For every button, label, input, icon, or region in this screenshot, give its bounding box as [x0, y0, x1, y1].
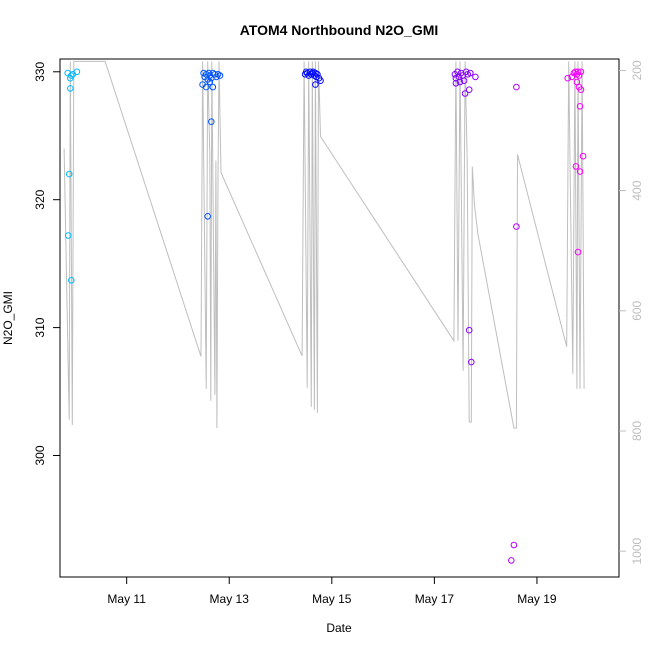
x-axis-label: Date — [326, 621, 352, 635]
data-point — [564, 74, 572, 82]
right-axis: 200 400 600 800 1000 — [619, 60, 644, 565]
data-points — [64, 68, 587, 564]
data-point — [510, 541, 518, 549]
plot-frame — [59, 58, 620, 578]
data-point — [467, 69, 474, 77]
data-point — [472, 73, 479, 81]
data-point — [68, 72, 75, 79]
data-point — [574, 248, 582, 256]
data-point — [317, 77, 324, 84]
y-axis: 300 310 320 330 — [33, 61, 60, 466]
data-point — [577, 86, 585, 93]
data-point — [576, 168, 584, 175]
data-point — [206, 78, 214, 86]
data-point — [202, 83, 210, 91]
y-tick-label: 320 — [33, 189, 47, 209]
data-point — [67, 85, 74, 92]
data-point — [468, 358, 475, 366]
profile-lines — [63, 60, 585, 429]
chart-title: ATOM4 Northbound N2O_GMI — [240, 22, 439, 38]
data-point — [460, 77, 468, 84]
data-point — [574, 68, 582, 76]
x-tick-label: May 11 — [107, 592, 146, 606]
right-tick-label: 800 — [630, 421, 644, 441]
data-point — [456, 78, 464, 86]
data-point — [568, 73, 576, 81]
data-point — [216, 72, 224, 79]
x-tick-label: May 19 — [517, 592, 557, 606]
x-tick-label: May 13 — [210, 592, 250, 606]
data-point — [452, 80, 460, 87]
y-tick-label: 300 — [33, 445, 47, 465]
data-point — [575, 72, 583, 79]
right-tick-label: 1000 — [630, 537, 644, 564]
data-point — [577, 68, 585, 76]
x-tick-label: May 17 — [415, 592, 455, 606]
data-point — [579, 152, 587, 160]
data-point — [576, 103, 584, 110]
profile-line — [63, 60, 585, 429]
data-point — [572, 163, 580, 170]
y-tick-label: 330 — [33, 61, 47, 81]
data-point — [461, 90, 469, 97]
x-axis: May 11 May 13 May 15 May 17 May 19 — [107, 577, 557, 606]
data-point — [465, 326, 473, 334]
y-axis-label: N2O_GMI — [1, 291, 15, 345]
y-tick-label: 310 — [33, 317, 47, 337]
data-point — [513, 223, 520, 230]
data-point — [508, 557, 515, 564]
right-tick-label: 400 — [630, 180, 644, 200]
data-point — [513, 83, 520, 91]
data-point — [65, 170, 73, 178]
x-tick-label: May 15 — [312, 592, 352, 606]
data-point — [208, 118, 215, 125]
data-point — [64, 232, 72, 239]
data-point — [570, 69, 578, 77]
data-point — [73, 68, 81, 76]
data-point — [209, 83, 217, 91]
right-tick-label: 600 — [630, 300, 644, 320]
data-point — [314, 71, 321, 78]
right-tick-label: 200 — [630, 60, 644, 80]
data-point — [465, 86, 473, 93]
data-point — [204, 213, 211, 220]
data-point — [312, 81, 319, 88]
data-point — [68, 277, 75, 284]
